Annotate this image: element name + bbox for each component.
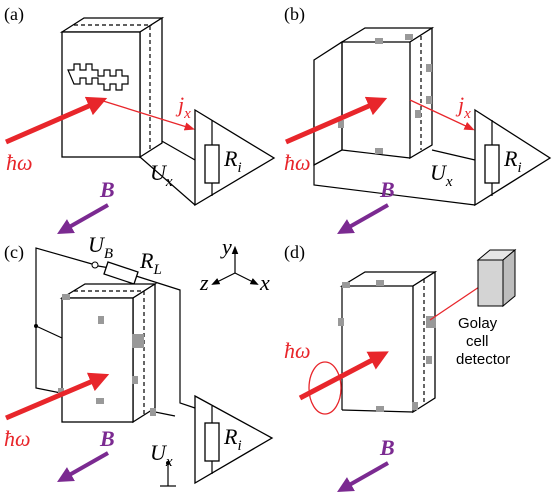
diagram: (a) jx Ux Ri ħω B (b) jx Ux Ri ħω B (c) xyxy=(0,0,552,493)
panel-c: (c) UB RL ħω Ux Ri B y z x xyxy=(4,232,272,486)
voltage-label: Ux xyxy=(430,160,453,190)
subscript: x xyxy=(445,174,453,190)
photon-label: ħω xyxy=(4,426,31,451)
detector-label: cell xyxy=(466,333,489,350)
axis-label: x xyxy=(259,270,270,295)
field-label: B xyxy=(99,426,115,451)
symbol: R xyxy=(223,146,238,171)
field-label: B xyxy=(99,177,115,202)
detector-label: Golay xyxy=(458,315,498,332)
subscript: i xyxy=(237,438,241,454)
photon-label: ħω xyxy=(284,150,311,175)
load-label: RL xyxy=(139,248,162,278)
subscript: x xyxy=(463,106,471,122)
subscript: x xyxy=(183,106,191,122)
panel-label: (d) xyxy=(284,242,305,263)
subscript: x xyxy=(165,174,173,190)
subscript: i xyxy=(517,160,521,176)
panel-d: (d) ħω Golay cell detector B xyxy=(284,242,515,488)
photon-label: ħω xyxy=(6,150,33,175)
symbol: R xyxy=(503,146,518,171)
symbol: R xyxy=(139,248,154,273)
detector-label: detector xyxy=(456,351,510,368)
voltage-label: Ux xyxy=(150,440,173,470)
panel-label: (c) xyxy=(4,242,24,263)
subscript: i xyxy=(237,160,241,176)
panel-label: (a) xyxy=(4,4,24,25)
current-label: jx xyxy=(175,92,191,122)
symbol: j xyxy=(455,92,464,117)
subscript: L xyxy=(152,262,161,278)
panel-b: (b) jx Ux Ri ħω B xyxy=(284,4,550,230)
panel-label: (b) xyxy=(284,4,305,25)
field-label: B xyxy=(379,177,395,202)
axis-label: z xyxy=(199,270,209,295)
voltage-label: Ux xyxy=(150,160,173,190)
symbol: R xyxy=(223,424,238,449)
current-label: jx xyxy=(455,92,471,122)
subscript: B xyxy=(104,246,113,262)
panel-a: (a) jx Ux Ri ħω B xyxy=(4,4,274,230)
photon-label: ħω xyxy=(284,338,311,363)
axis-label: y xyxy=(220,234,232,259)
bias-label: UB xyxy=(88,232,113,262)
symbol: j xyxy=(175,92,184,117)
field-label: B xyxy=(379,435,395,460)
subscript: x xyxy=(165,454,173,470)
